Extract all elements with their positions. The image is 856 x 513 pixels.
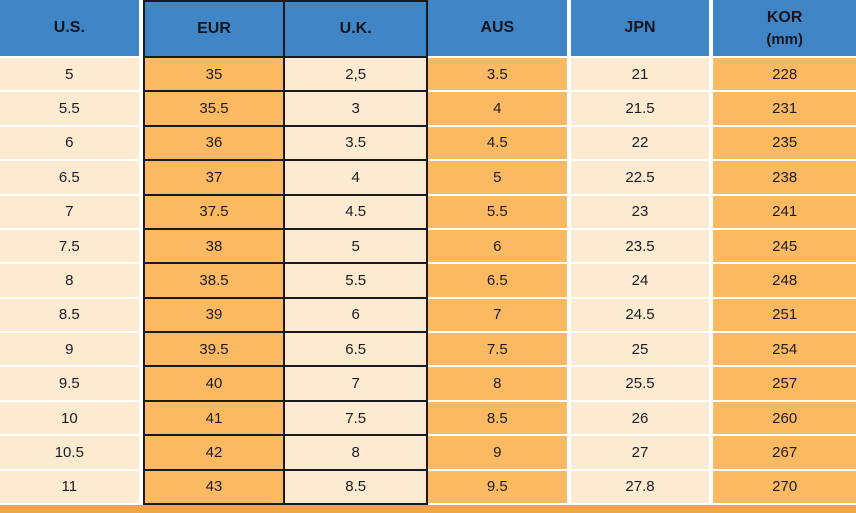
table-cell-r3-c3: 4.5 xyxy=(428,126,571,162)
table-cell-r11-c1: 41 xyxy=(142,401,286,437)
table-cell-r3-c1: 36 xyxy=(142,126,286,162)
table-cell-r3-c0: 6 xyxy=(0,126,143,162)
table-cell-r7-c4: 24 xyxy=(570,264,714,299)
table-cell-r1-c1: 35 xyxy=(142,58,286,93)
table-cell-r2-c5: 231 xyxy=(713,92,856,127)
table-cell-r13-c5: 270 xyxy=(713,470,856,505)
table-cell-r10-c0: 9.5 xyxy=(0,367,143,402)
table-cell-r1-c5: 228 xyxy=(713,58,856,93)
table-cell-r12-c4: 27 xyxy=(570,436,714,471)
table-cell-r13-c4: 27.8 xyxy=(570,470,714,505)
column-header-kor: KOR (mm) xyxy=(713,0,856,58)
table-cell-r12-c3: 9 xyxy=(428,436,571,471)
column-header-uk-label: U.K. xyxy=(339,20,372,38)
table-cell-r6-c4: 23.5 xyxy=(570,229,714,265)
table-cell-r2-c2: 3 xyxy=(285,92,428,127)
table-cell-r4-c5: 238 xyxy=(713,161,856,196)
table-cell-r10-c1: 40 xyxy=(142,367,286,402)
table-cell-r5-c5: 241 xyxy=(713,195,856,230)
table-cell-r11-c3: 8.5 xyxy=(428,401,571,437)
table-cell-r4-c4: 22.5 xyxy=(570,161,714,196)
table-cell-r10-c2: 7 xyxy=(285,367,428,402)
table-cell-r7-c3: 6.5 xyxy=(428,264,571,299)
table-cell-r7-c1: 38.5 xyxy=(142,264,286,299)
table-cell-r8-c0: 8.5 xyxy=(0,298,143,334)
table-cell-r1-c3: 3.5 xyxy=(428,58,571,93)
table-cell-r11-c4: 26 xyxy=(570,401,714,437)
column-header-jpn-label: JPN xyxy=(624,19,656,37)
table-cell-r11-c5: 260 xyxy=(713,401,856,437)
table-cell-r7-c2: 5.5 xyxy=(285,264,428,299)
table-cell-r12-c0: 10.5 xyxy=(0,436,143,471)
column-header-eur: EUR xyxy=(142,0,286,58)
table-cell-r5-c4: 23 xyxy=(570,195,714,230)
table-cell-r12-c1: 42 xyxy=(142,436,286,471)
table-cell-r13-c0: 11 xyxy=(0,470,143,505)
table-cell-r13-c1: 43 xyxy=(142,470,286,505)
table-cell-r8-c3: 7 xyxy=(428,298,571,334)
column-header-kor-unit: (mm) xyxy=(766,30,803,48)
column-header-jpn: JPN xyxy=(570,0,714,58)
table-cell-r5-c0: 7 xyxy=(0,195,143,230)
table-cell-r6-c1: 38 xyxy=(142,229,286,265)
table-cell-r3-c5: 235 xyxy=(713,126,856,162)
table-cell-r8-c2: 6 xyxy=(285,298,428,334)
table-cell-r12-c2: 8 xyxy=(285,436,428,471)
table-cell-r9-c0: 9 xyxy=(0,333,143,368)
table-cell-r5-c1: 37.5 xyxy=(142,195,286,230)
table-cell-r4-c3: 5 xyxy=(428,161,571,196)
column-header-eur-label: EUR xyxy=(197,20,231,38)
table-cell-r10-c5: 257 xyxy=(713,367,856,402)
column-header-us: U.S. xyxy=(0,0,143,58)
table-cell-r6-c3: 6 xyxy=(428,229,571,265)
table-cell-r6-c2: 5 xyxy=(285,229,428,265)
table-cell-r10-c3: 8 xyxy=(428,367,571,402)
table-cell-r3-c2: 3.5 xyxy=(285,126,428,162)
table-cell-r6-c0: 7.5 xyxy=(0,229,143,265)
table-cell-r11-c0: 10 xyxy=(0,401,143,437)
table-cell-r9-c4: 25 xyxy=(570,333,714,368)
table-cell-r5-c3: 5.5 xyxy=(428,195,571,230)
table-cell-r13-c3: 9.5 xyxy=(428,470,571,505)
table-cell-r2-c3: 4 xyxy=(428,92,571,127)
table-cell-r4-c0: 6.5 xyxy=(0,161,143,196)
table-cell-r2-c1: 35.5 xyxy=(142,92,286,127)
table-cell-r9-c5: 254 xyxy=(713,333,856,368)
table-cell-r12-c5: 267 xyxy=(713,436,856,471)
table-cell-r1-c4: 21 xyxy=(570,58,714,93)
table-cell-r5-c2: 4.5 xyxy=(285,195,428,230)
table-cell-r13-c2: 8.5 xyxy=(285,470,428,505)
table-bottom-strip xyxy=(0,505,856,513)
table-cell-r9-c1: 39.5 xyxy=(142,333,286,368)
table-cell-r1-c0: 5 xyxy=(0,58,143,93)
table-cell-r6-c5: 245 xyxy=(713,229,856,265)
column-header-kor-label: KOR xyxy=(766,8,803,26)
column-header-aus: AUS xyxy=(428,0,571,58)
table-cell-r10-c4: 25.5 xyxy=(570,367,714,402)
table-cell-r8-c1: 39 xyxy=(142,298,286,334)
table-cell-r4-c2: 4 xyxy=(285,161,428,196)
table-cell-r7-c5: 248 xyxy=(713,264,856,299)
column-header-aus-label: AUS xyxy=(480,19,515,37)
table-cell-r8-c4: 24.5 xyxy=(570,298,714,334)
table-cell-r2-c4: 21.5 xyxy=(570,92,714,127)
table-cell-r1-c2: 2,5 xyxy=(285,58,428,93)
table-cell-r11-c2: 7.5 xyxy=(285,401,428,437)
table-cell-r8-c5: 251 xyxy=(713,298,856,334)
column-header-us-label: U.S. xyxy=(53,19,85,37)
column-header-uk: U.K. xyxy=(285,0,428,58)
table-cell-r2-c0: 5.5 xyxy=(0,92,143,127)
table-cell-r9-c2: 6.5 xyxy=(285,333,428,368)
table-cell-r7-c0: 8 xyxy=(0,264,143,299)
table-cell-r3-c4: 22 xyxy=(570,126,714,162)
table-cell-r4-c1: 37 xyxy=(142,161,286,196)
table-cell-r9-c3: 7.5 xyxy=(428,333,571,368)
